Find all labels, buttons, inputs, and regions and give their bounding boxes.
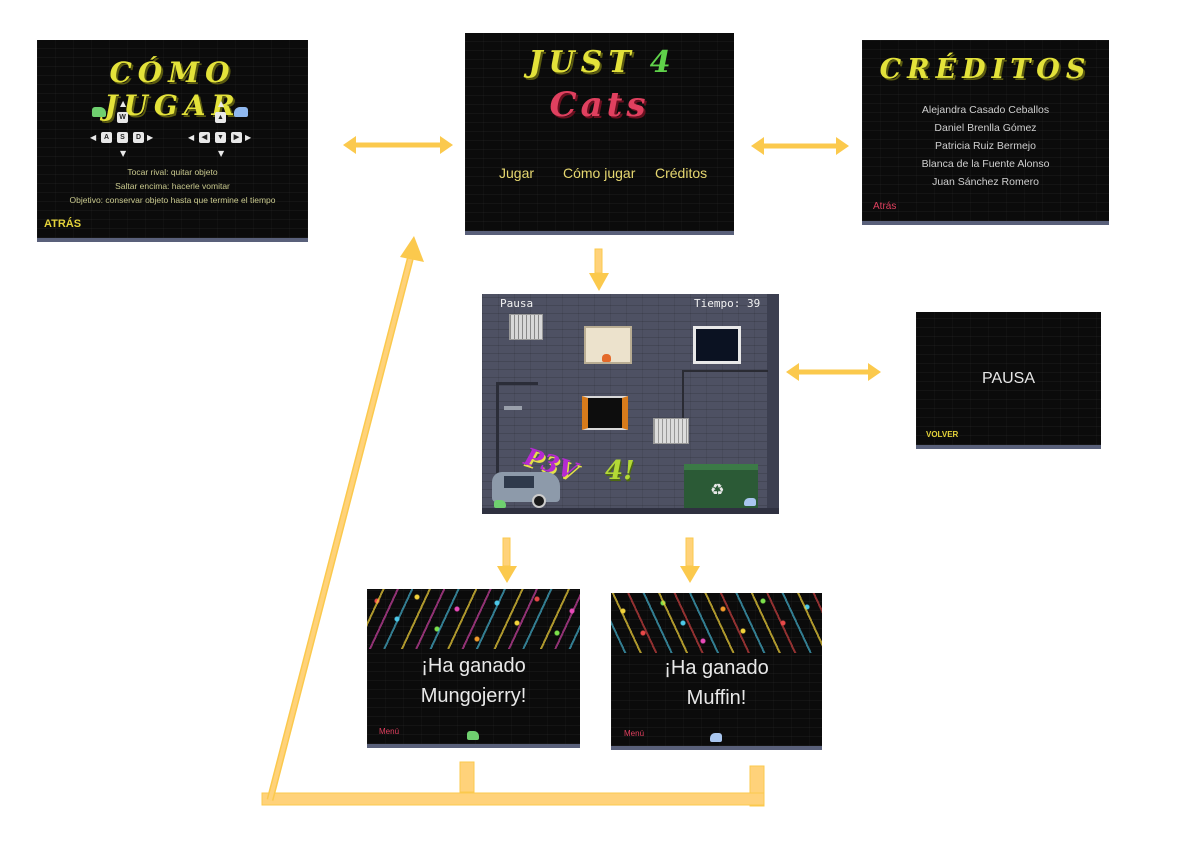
win-screen-mungojerry: ¡Ha ganado Mungojerry! Menú — [367, 589, 580, 748]
how-to-play-screen: CÓMO JUGAR ▲ W ◀ A S D ▶ ▼ ▲ ▲ ◀ ◀ ▼ ▶ ▶… — [37, 40, 308, 242]
timer-label: Tiempo: 39 — [694, 297, 761, 310]
credit-name: Juan Sánchez Romero — [932, 176, 1039, 188]
logo-just: JUST — [528, 45, 637, 80]
key-up: ▲ — [215, 112, 226, 123]
logo-cats: Cats — [549, 85, 650, 125]
pipe-horizontal — [682, 370, 768, 372]
pause-label[interactable]: Pausa — [500, 297, 534, 310]
win-message-line2: Muffin! — [686, 687, 747, 709]
win-message-line1: ¡Ha ganado — [664, 657, 769, 679]
window-curtains — [582, 396, 628, 430]
double-arrow-howto-menu — [343, 136, 453, 154]
ac-unit — [653, 418, 689, 444]
window-dark — [693, 326, 741, 364]
back-button[interactable]: Atrás — [873, 201, 897, 212]
game-screen: Pausa Tiempo: 39 P3V 4! ♻ — [482, 294, 779, 514]
resume-button[interactable]: VOLVER — [926, 430, 959, 439]
car-wheel — [532, 494, 546, 508]
recycle-icon: ♻ — [710, 480, 725, 499]
left-arrow-icon: ◀ — [90, 133, 97, 142]
graffiti-tag: 4! — [605, 456, 635, 486]
left-arrow-icon: ◀ — [188, 133, 195, 142]
double-arrow-game-pause — [786, 363, 881, 381]
how-to-play-title: CÓMO JUGAR — [104, 56, 241, 122]
up-arrow-icon: ▲ — [120, 99, 127, 108]
logo-four: 4 — [649, 45, 671, 80]
street-lamp — [496, 382, 499, 482]
blue-cat-icon — [744, 498, 756, 506]
blue-cat-icon — [710, 733, 722, 742]
blue-cat-icon — [234, 107, 248, 117]
key-a: A — [101, 132, 112, 143]
flowerpot — [602, 354, 611, 362]
key-down: ▼ — [215, 132, 226, 143]
street-lamp-arm — [496, 382, 538, 385]
down-arrow-icon: ▼ — [120, 149, 127, 158]
win-message-line2: Mungojerry! — [420, 685, 527, 707]
credits-title: CRÉDITOS — [879, 54, 1092, 85]
game-logo: JUST 4 — [465, 45, 734, 80]
menu-button[interactable]: Menú — [379, 727, 400, 736]
wall-column — [767, 294, 779, 514]
credits-button[interactable]: Créditos — [655, 165, 708, 181]
right-arrow-icon: ▶ — [147, 133, 154, 142]
green-cat-icon — [92, 107, 106, 117]
win-message-line1: ¡Ha ganado — [421, 655, 526, 677]
credit-name: Daniel Brenlla Gómez — [934, 122, 1037, 134]
rule-touch: Tocar rival: quitar objeto — [127, 167, 218, 177]
main-menu-screen: JUST 4 Cats Jugar Cómo jugar Créditos — [465, 33, 734, 235]
credit-name: Blanca de la Fuente Alonso — [921, 158, 1050, 170]
key-d: D — [133, 132, 144, 143]
key-s: S — [117, 132, 128, 143]
how-to-play-button[interactable]: Cómo jugar — [563, 165, 636, 181]
down-arrow-icon: ▼ — [218, 149, 225, 158]
confetti-streamers — [611, 593, 822, 653]
key-left: ◀ — [199, 132, 210, 143]
credits-screen: CRÉDITOS Alejandra Casado Ceballos Danie… — [862, 40, 1109, 225]
arrow-menu-game — [589, 248, 609, 291]
ground — [482, 508, 779, 514]
win-screen-muffin: ¡Ha ganado Muffin! Menú — [611, 593, 822, 750]
pause-screen: PAUSA VOLVER — [916, 312, 1101, 449]
double-arrow-menu-credits — [751, 137, 849, 155]
pipe — [682, 370, 684, 430]
rule-objective: Objetivo: conservar objeto hasta que ter… — [69, 195, 276, 205]
ac-unit — [509, 314, 543, 340]
key-right: ▶ — [231, 132, 242, 143]
play-button[interactable]: Jugar — [499, 165, 535, 181]
street-lamp-light — [504, 406, 522, 410]
car-window — [504, 476, 534, 488]
up-arrow-icon: ▲ — [218, 99, 225, 108]
menu-button[interactable]: Menú — [624, 729, 645, 738]
arrow-game-win2 — [680, 537, 700, 583]
right-arrow-icon: ▶ — [245, 133, 252, 142]
pause-title: PAUSA — [981, 370, 1036, 387]
arrow-game-win1 — [497, 537, 517, 583]
credit-name: Patricia Ruiz Bermejo — [935, 140, 1036, 152]
confetti-streamers — [367, 589, 580, 649]
rule-jump: Saltar encima: hacerle vomitar — [115, 181, 230, 191]
credit-name: Alejandra Casado Ceballos — [921, 104, 1050, 116]
key-w: W — [117, 112, 128, 123]
back-button[interactable]: ATRÁS — [44, 218, 82, 230]
green-cat-icon — [467, 731, 479, 740]
green-cat-icon — [494, 500, 506, 508]
